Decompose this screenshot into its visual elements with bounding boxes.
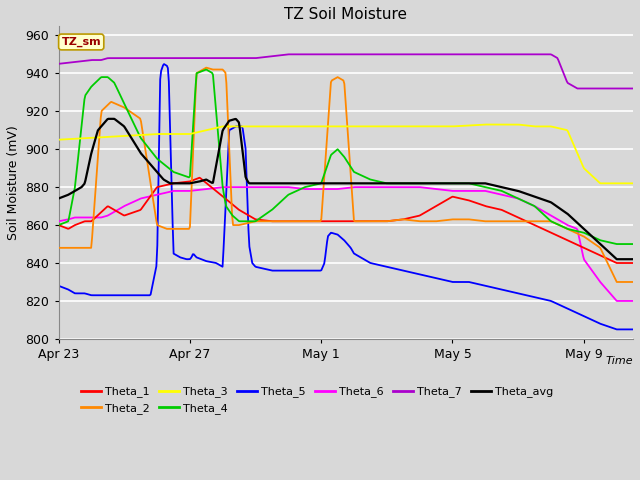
Y-axis label: Soil Moisture (mV): Soil Moisture (mV) <box>7 125 20 240</box>
Text: TZ_sm: TZ_sm <box>61 37 101 47</box>
Title: TZ Soil Moisture: TZ Soil Moisture <box>284 7 407 22</box>
Legend: Theta_1, Theta_2, Theta_3, Theta_4, Theta_5, Theta_6, Theta_7, Theta_avg: Theta_1, Theta_2, Theta_3, Theta_4, Thet… <box>76 382 558 418</box>
Text: Time: Time <box>605 356 633 366</box>
